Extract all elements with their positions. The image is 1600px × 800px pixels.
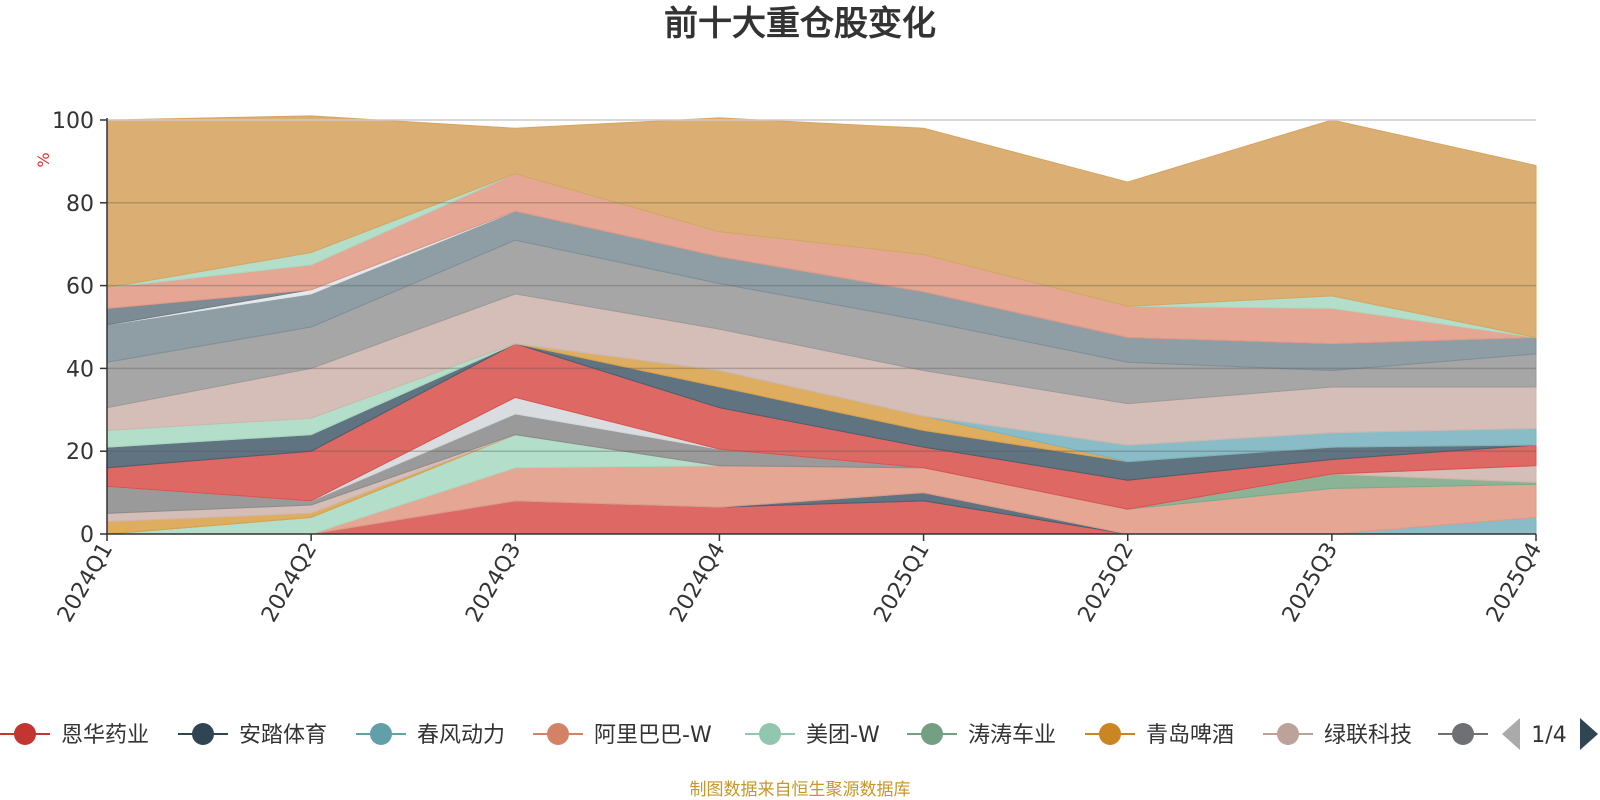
legend-item-7[interactable]: 青岛啤酒 — [1085, 723, 1234, 748]
legend-item-6[interactable]: 涛涛车业 — [907, 723, 1056, 748]
area-series-23[interactable] — [106, 115, 1537, 339]
legend-marker-4 — [547, 723, 569, 745]
legend: 恩华药业 安踏体育 春风动力 阿里巴巴-W 美团-W 涛涛车业 青岛啤酒 绿联科技 1/4 — [0, 718, 1598, 750]
x-tick-label-1: 2024Q1 — [53, 539, 118, 627]
x-tick-label-8: 2025Q4 — [1482, 539, 1547, 627]
y-tick-label-6: 100 — [52, 109, 94, 134]
legend-marker-2 — [192, 723, 214, 745]
legend-label-8: 绿联科技 — [1324, 723, 1412, 748]
legend-marker-6 — [921, 723, 943, 745]
legend-label-7: 青岛啤酒 — [1146, 723, 1234, 748]
y-tick-label-2: 20 — [66, 440, 94, 465]
y-axis-ticks: 0 20 40 60 80 100 — [52, 109, 107, 548]
legend-next-page-icon[interactable] — [1580, 718, 1598, 750]
y-tick-label-4: 60 — [66, 275, 94, 300]
legend-label-2: 安踏体育 — [239, 723, 327, 748]
chart-title: 前十大重仓股变化 — [664, 4, 936, 44]
legend-page-indicator: 1/4 — [1531, 723, 1566, 748]
legend-item-5[interactable]: 美团-W — [745, 723, 880, 748]
legend-label-1: 恩华药业 — [61, 723, 149, 748]
legend-label-4: 阿里巴巴-W — [594, 723, 712, 748]
legend-marker-3 — [370, 723, 392, 745]
legend-item-8[interactable]: 绿联科技 — [1263, 723, 1412, 748]
axes — [106, 118, 1536, 535]
legend-item-4[interactable]: 阿里巴巴-W — [533, 723, 712, 748]
legend-item-1[interactable]: 恩华药业 — [0, 723, 149, 748]
y-axis-unit: % — [34, 152, 53, 167]
legend-marker-9 — [1452, 723, 1474, 745]
x-axis-ticks: 2024Q1 2024Q2 2024Q3 2024Q4 2025Q1 2025Q2 2025… — [53, 534, 1547, 627]
legend-label-3: 春风动力 — [417, 723, 505, 748]
x-tick-label-2: 2024Q2 — [257, 539, 322, 627]
legend-prev-page-icon[interactable] — [1502, 718, 1520, 750]
y-tick-label-3: 40 — [66, 357, 94, 382]
legend-item-9[interactable] — [1438, 723, 1488, 745]
y-tick-label-1: 0 — [80, 523, 94, 548]
grid-lines — [107, 119, 1536, 452]
x-tick-label-7: 2025Q3 — [1278, 539, 1343, 627]
x-tick-label-4: 2024Q4 — [665, 539, 730, 627]
legend-marker-1 — [14, 723, 36, 745]
legend-label-6: 涛涛车业 — [968, 723, 1056, 748]
legend-marker-8 — [1277, 723, 1299, 745]
x-tick-label-6: 2025Q2 — [1074, 539, 1139, 627]
legend-marker-7 — [1099, 723, 1121, 745]
x-tick-label-5: 2025Q1 — [869, 539, 934, 627]
legend-item-2[interactable]: 安踏体育 — [178, 723, 327, 748]
x-tick-label-3: 2024Q3 — [461, 539, 526, 627]
data-source-note: 制图数据来自恒生聚源数据库 — [690, 780, 911, 800]
legend-label-5: 美团-W — [806, 723, 880, 748]
area-series-group — [106, 115, 1537, 535]
legend-marker-5 — [759, 723, 781, 745]
y-tick-label-5: 80 — [66, 192, 94, 217]
legend-item-3[interactable]: 春风动力 — [356, 723, 505, 748]
